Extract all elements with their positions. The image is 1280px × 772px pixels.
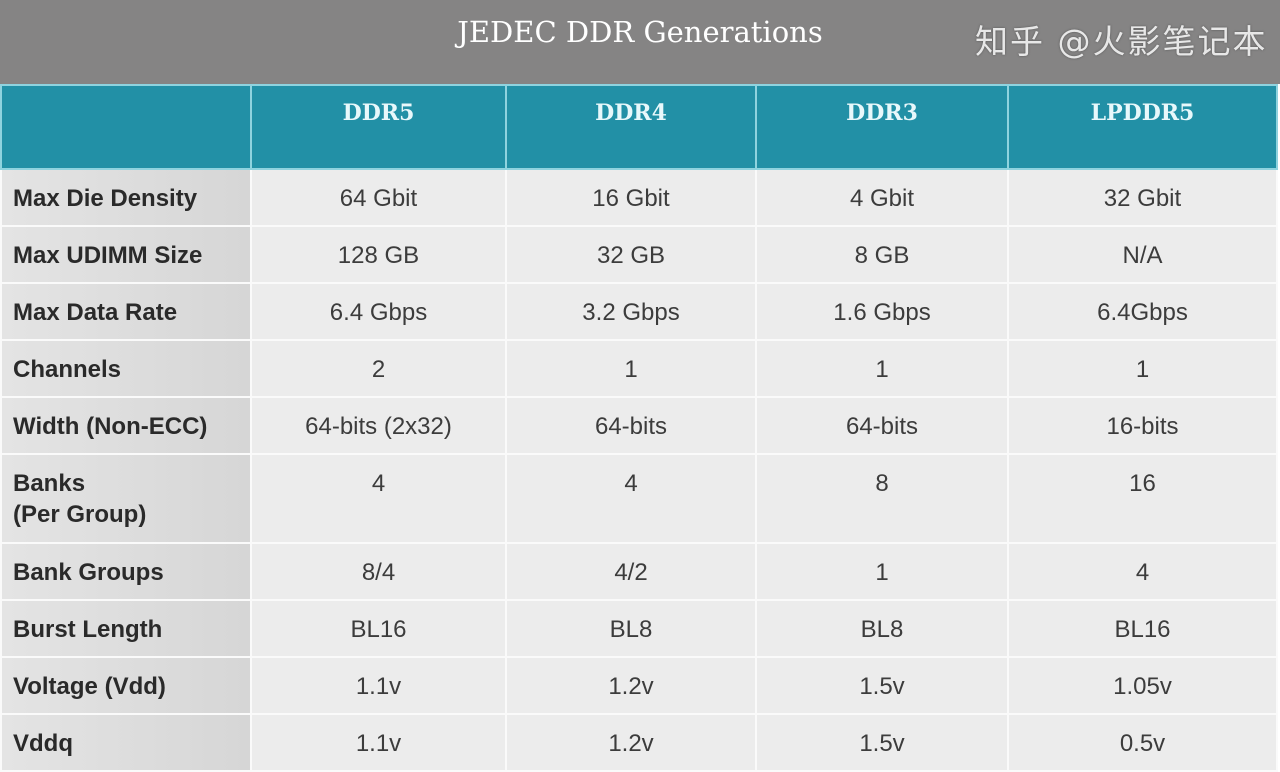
table-cell: 1 — [755, 339, 1009, 398]
table-cell: 16 Gbit — [505, 168, 757, 227]
row-label-text: Bank Groups — [13, 559, 164, 586]
table-cell: 8 — [755, 453, 1009, 544]
table-cell: 0.5v — [1007, 713, 1278, 772]
table-cell: BL16 — [250, 599, 507, 658]
row-label: Voltage (Vdd) — [0, 656, 252, 715]
table-cell: 1 — [1007, 339, 1278, 398]
row-label: Burst Length — [0, 599, 252, 658]
row-label: Max Die Density — [0, 168, 252, 227]
table-cell: 2 — [250, 339, 507, 398]
row-label: Max Data Rate — [0, 282, 252, 341]
header-ddr5: DDR5 — [250, 84, 507, 170]
row-label-text: Max UDIMM Size — [13, 242, 203, 269]
table-row: Max Data Rate 6.4 Gbps 3.2 Gbps 1.6 Gbps 6.4… — [0, 282, 1278, 341]
table-cell: 16-bits — [1007, 396, 1278, 455]
page-title: JEDEC DDR Generations — [457, 15, 823, 49]
table-cell: 128 GB — [250, 225, 507, 284]
table-cell: 32 Gbit — [1007, 168, 1278, 227]
table-row: Width (Non-ECC) 64-bits (2x32) 64-bits 64-b… — [0, 396, 1278, 455]
row-label-text: Voltage (Vdd) — [13, 673, 166, 700]
row-label: Max UDIMM Size — [0, 225, 252, 284]
watermark: 知乎 @火影笔记本 — [975, 22, 1268, 61]
table-row: Max UDIMM Size 128 GB 32 GB 8 GB N/A — [0, 225, 1278, 284]
table-cell: 1.1v — [250, 713, 507, 772]
table-row: Banks (Per Group) 4 4 8 16 — [0, 453, 1278, 544]
table-row: Voltage (Vdd) 1.1v 1.2v 1.5v 1.05v — [0, 656, 1278, 715]
row-label-text: Width (Non-ECC) — [13, 413, 208, 440]
row-label-text: Burst Length — [13, 616, 163, 643]
table-cell: 1 — [755, 542, 1009, 601]
table-cell: 6.4 Gbps — [250, 282, 507, 341]
table-cell: 16 — [1007, 453, 1278, 544]
row-label: Banks (Per Group) — [0, 453, 252, 544]
table-row: Burst Length BL16 BL8 BL8 BL16 — [0, 599, 1278, 658]
table-cell: 1.2v — [505, 713, 757, 772]
table-cell: 1.05v — [1007, 656, 1278, 715]
row-label-text: Channels — [13, 356, 122, 383]
table-cell: 4 Gbit — [755, 168, 1009, 227]
row-label-text: Banks — [13, 470, 86, 497]
table-cell: 1 — [505, 339, 757, 398]
table-row: Vddq 1.1v 1.2v 1.5v 0.5v — [0, 713, 1278, 772]
row-label: Channels — [0, 339, 252, 398]
table-cell: 4/2 — [505, 542, 757, 601]
table-cell: 1.6 Gbps — [755, 282, 1009, 341]
header-lpddr5: LPDDR5 — [1007, 84, 1278, 170]
table-cell: 8/4 — [250, 542, 507, 601]
table-cell: 3.2 Gbps — [505, 282, 757, 341]
row-label: Width (Non-ECC) — [0, 396, 252, 455]
table-cell: 64-bits — [755, 396, 1009, 455]
table-row: Bank Groups 8/4 4/2 1 4 — [0, 542, 1278, 601]
table-cell: 4 — [1007, 542, 1278, 601]
table-cell: 1.5v — [755, 656, 1009, 715]
table-cell: 1.5v — [755, 713, 1009, 772]
table-cell: 8 GB — [755, 225, 1009, 284]
header-corner — [0, 84, 252, 170]
header-row: DDR5 DDR4 DDR3 LPDDR5 — [0, 84, 1278, 170]
row-label: Bank Groups — [0, 542, 252, 601]
table-body: Max Die Density 64 Gbit 16 Gbit 4 Gbit 32 Gb… — [0, 168, 1278, 772]
title-bar: JEDEC DDR Generations — [0, 0, 1280, 84]
table-row: Max Die Density 64 Gbit 16 Gbit 4 Gbit 32 Gb… — [0, 168, 1278, 227]
ddr-comparison-table: DDR5 DDR4 DDR3 LPDDR5 Max Die Density 64 … — [0, 84, 1278, 772]
table-cell: BL16 — [1007, 599, 1278, 658]
table-cell: 1.2v — [505, 656, 757, 715]
row-label: Vddq — [0, 713, 252, 772]
table-cell: 4 — [505, 453, 757, 544]
table-cell: 1.1v — [250, 656, 507, 715]
table-row: Channels 2 1 1 1 — [0, 339, 1278, 398]
table-cell: 32 GB — [505, 225, 757, 284]
table-cell: BL8 — [505, 599, 757, 658]
row-label-text: Max Die Density — [13, 185, 198, 212]
row-label-text: Max Data Rate — [13, 299, 178, 326]
table-cell: 6.4Gbps — [1007, 282, 1278, 341]
table-cell: BL8 — [755, 599, 1009, 658]
header-ddr3: DDR3 — [755, 84, 1009, 170]
table-cell: N/A — [1007, 225, 1278, 284]
table-cell: 64 Gbit — [250, 168, 507, 227]
row-label-subtext: (Per Group) — [13, 501, 147, 528]
header-ddr4: DDR4 — [505, 84, 757, 170]
table-cell: 4 — [250, 453, 507, 544]
table-cell: 64-bits (2x32) — [250, 396, 507, 455]
row-label-text: Vddq — [13, 730, 73, 757]
table-cell: 64-bits — [505, 396, 757, 455]
